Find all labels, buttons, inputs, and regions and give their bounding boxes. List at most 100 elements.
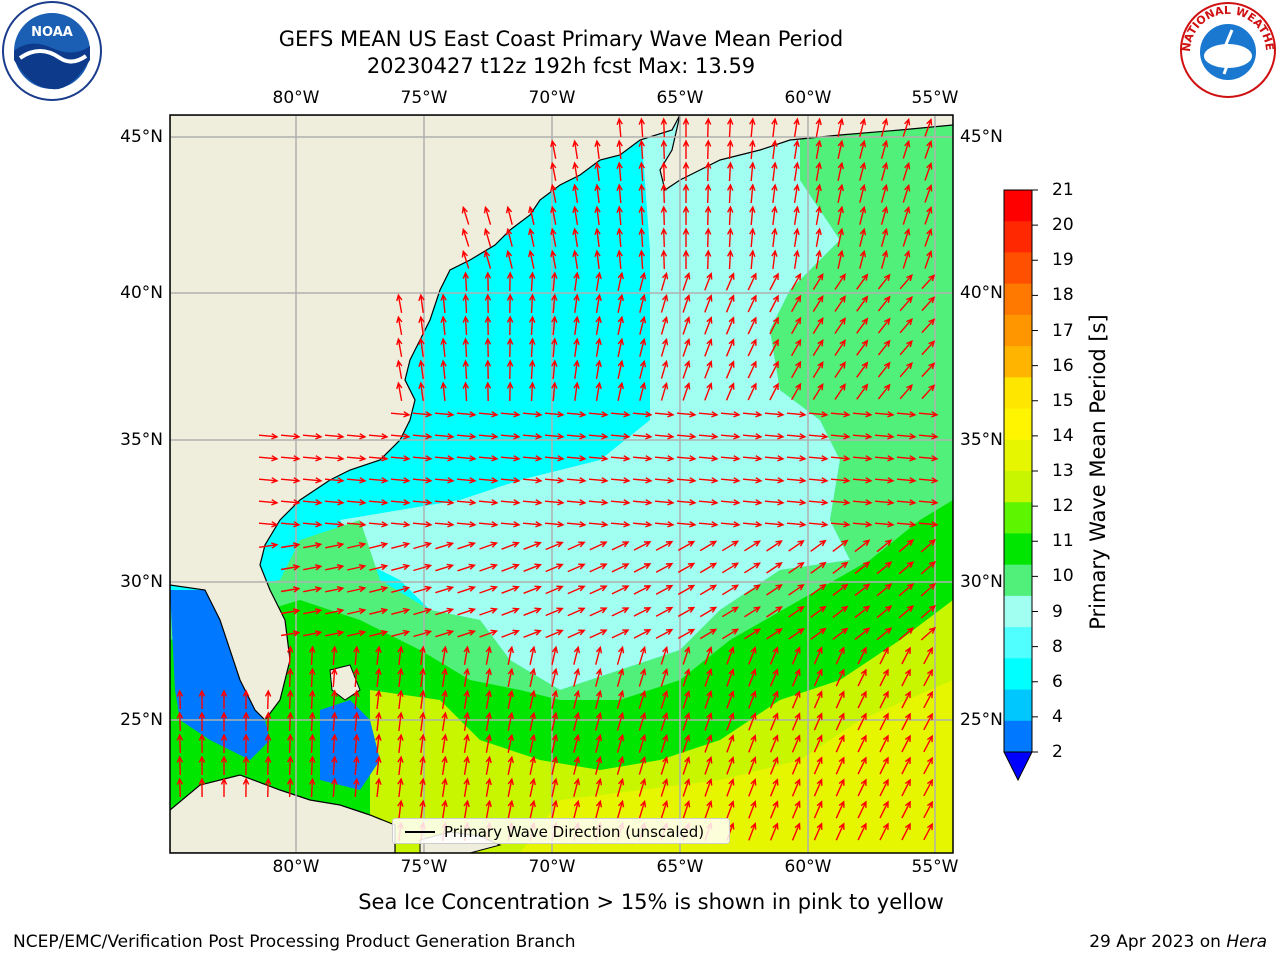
wave-direction-arrow xyxy=(726,734,735,753)
wave-direction-arrow xyxy=(720,499,741,506)
wave-direction-arrow xyxy=(766,584,783,596)
wave-direction-arrow xyxy=(791,668,801,687)
wave-direction-arrow xyxy=(551,667,559,687)
wave-direction-arrow xyxy=(832,627,849,640)
wave-direction-arrow xyxy=(898,539,915,553)
wave-direction-arrow xyxy=(545,607,564,617)
wave-direction-arrow xyxy=(874,455,895,462)
wave-direction-arrow xyxy=(660,733,669,753)
lat-tick-label-right: 25°N xyxy=(960,710,1003,730)
wave-direction-arrow xyxy=(748,712,757,731)
colorbar-tick-label: 10 xyxy=(1052,566,1074,587)
wave-direction-arrow xyxy=(808,433,829,440)
wave-direction-arrow xyxy=(544,411,565,418)
wave-direction-arrow xyxy=(463,733,470,754)
wave-direction-arrow xyxy=(457,585,477,594)
wave-direction-arrow xyxy=(457,541,477,550)
wave-direction-arrow xyxy=(550,205,557,225)
wave-direction-arrow xyxy=(769,272,779,291)
wave-direction-arrow xyxy=(677,628,696,640)
wave-direction-arrow xyxy=(655,584,674,595)
wave-direction-arrow xyxy=(764,455,785,462)
wave-direction-arrow xyxy=(544,477,565,484)
wave-direction-arrow xyxy=(923,756,933,775)
colorbar-tick-label: 21 xyxy=(1052,180,1074,200)
wave-direction-arrow xyxy=(832,561,849,574)
wave-direction-arrow xyxy=(567,563,586,573)
wave-direction-arrow xyxy=(522,521,543,528)
wave-direction-arrow xyxy=(331,777,338,798)
nws-logo: NATIONAL WEATHER SERVICE xyxy=(1176,0,1276,98)
wave-direction-arrow xyxy=(545,629,564,639)
wave-direction-arrow xyxy=(766,628,783,640)
wave-direction-arrow xyxy=(676,499,697,506)
wave-direction-arrow xyxy=(434,499,455,506)
wave-direction-arrow xyxy=(876,539,893,553)
wave-direction-arrow xyxy=(749,183,756,204)
wave-direction-arrow xyxy=(704,338,713,357)
wave-direction-arrow xyxy=(324,477,345,484)
wave-direction-arrow xyxy=(462,315,470,336)
wave-direction-arrow xyxy=(810,627,827,640)
wave-direction-arrow xyxy=(566,477,587,484)
wave-direction-arrow xyxy=(815,227,822,248)
wave-direction-arrow xyxy=(551,799,559,819)
wave-direction-arrow xyxy=(573,645,581,665)
wave-direction-arrow xyxy=(390,411,411,418)
wave-direction-arrow xyxy=(859,205,867,225)
wave-direction-arrow xyxy=(810,605,827,618)
legend-line-swatch xyxy=(405,831,435,833)
wave-direction-arrow xyxy=(704,227,712,248)
lon-tick-label-bottom: 60°W xyxy=(784,857,832,877)
wave-direction-arrow xyxy=(391,629,411,637)
colorbar-segment xyxy=(1004,408,1032,441)
wave-direction-arrow xyxy=(308,733,316,754)
wave-direction-arrow xyxy=(610,521,631,528)
wave-direction-arrow xyxy=(837,205,844,225)
wave-direction-arrow xyxy=(834,273,846,290)
wave-direction-arrow xyxy=(551,315,558,336)
wave-direction-arrow xyxy=(484,271,492,292)
wave-direction-arrow xyxy=(896,411,917,418)
wave-direction-arrow xyxy=(506,359,514,380)
wave-direction-arrow xyxy=(375,733,382,753)
wave-direction-arrow xyxy=(699,606,718,618)
wave-direction-arrow xyxy=(769,668,779,687)
wave-direction-arrow xyxy=(921,274,936,290)
wave-direction-arrow xyxy=(769,800,779,819)
wave-direction-arrow xyxy=(434,477,455,484)
period-zone-2-4-bahamas xyxy=(320,700,380,790)
wave-direction-arrow xyxy=(375,645,382,665)
wave-direction-arrow xyxy=(896,499,917,506)
wave-direction-arrow xyxy=(901,756,911,775)
wave-direction-arrow xyxy=(859,161,867,181)
wave-direction-arrow xyxy=(528,205,535,225)
wave-direction-arrow xyxy=(896,521,917,528)
wave-direction-arrow xyxy=(856,295,869,312)
wave-direction-arrow xyxy=(902,249,911,269)
footer-date-text: 29 Apr 2023 on xyxy=(1089,932,1221,952)
wave-direction-arrow xyxy=(572,249,579,270)
footer-date: 29 Apr 2023 on Hera xyxy=(1089,932,1267,952)
wave-direction-arrow xyxy=(793,227,800,248)
wave-direction-arrow xyxy=(660,755,669,775)
wave-direction-arrow xyxy=(435,585,455,594)
wave-direction-arrow xyxy=(660,381,669,401)
wave-direction-arrow xyxy=(920,538,937,553)
wave-direction-arrow xyxy=(551,645,559,665)
wave-direction-arrow xyxy=(704,117,712,138)
wave-direction-arrow xyxy=(793,161,800,182)
wave-direction-arrow xyxy=(632,499,653,506)
wave-direction-arrow xyxy=(764,521,785,528)
wave-direction-arrow xyxy=(286,711,294,732)
wave-direction-arrow xyxy=(876,605,893,619)
wave-direction-arrow xyxy=(324,499,345,506)
wave-direction-arrow xyxy=(501,585,520,594)
wave-direction-arrow xyxy=(771,227,778,247)
wave-direction-arrow xyxy=(704,800,713,819)
wave-direction-arrow xyxy=(769,294,779,313)
wave-direction-arrow xyxy=(441,711,448,732)
wave-direction-arrow xyxy=(704,294,713,313)
wave-direction-arrow xyxy=(898,627,915,641)
wave-direction-arrow xyxy=(435,629,455,638)
